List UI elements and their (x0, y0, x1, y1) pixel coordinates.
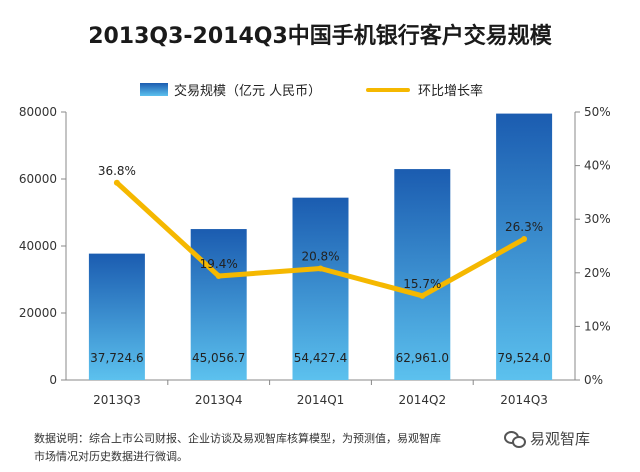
line-layer (113, 179, 528, 299)
chart-legend: 交易规模（亿元 人民币） 环比增长率 (0, 80, 640, 102)
legend-line-label: 环比增长率 (418, 84, 484, 99)
bar-value-label: 37,724.6 (90, 351, 143, 365)
chart-title: 2013Q3-2014Q3中国手机银行客户交易规模 (88, 24, 552, 49)
growth-rate-point-2013Q3 (113, 179, 120, 186)
growth-rate-label: 19.4% (200, 257, 238, 271)
bar-2013Q3 (88, 253, 145, 380)
y-right-tick-label: 50% (584, 105, 611, 119)
x-tick-label: 2014Q1 (297, 393, 345, 407)
watermark-text: 易观智库 (530, 430, 591, 448)
y-left-tick-label: 80000 (19, 105, 57, 119)
wechat-icon (504, 430, 526, 448)
growth-rate-point-2014Q1 (317, 265, 324, 272)
x-tick-label: 2013Q4 (195, 393, 243, 407)
x-tick-label: 2013Q3 (93, 393, 141, 407)
growth-rate-label: 15.7% (403, 277, 441, 291)
bar-value-label: 45,056.7 (192, 351, 245, 365)
legend-line-swatch (366, 87, 410, 92)
legend-item-volume: 交易规模（亿元 人民币） (140, 80, 321, 99)
growth-rate-label: 26.3% (505, 220, 543, 234)
legend-bar-label: 交易规模（亿元 人民币） (174, 84, 322, 99)
bar-2014Q3 (496, 113, 553, 380)
y-right-tick-label: 0% (584, 373, 603, 387)
x-tick-label: 2014Q3 (500, 393, 548, 407)
bar-value-label: 62,961.0 (396, 351, 449, 365)
growth-rate-point-2014Q3 (521, 236, 528, 243)
footnote: 数据说明：综合上市公司财报、企业访谈及易观智库核算模型，为预测值，易观智库 市场… (34, 430, 514, 466)
watermark: 易观智库 (504, 428, 590, 449)
y-left-tick-label: 20000 (19, 306, 57, 320)
bar-2013Q4 (190, 229, 247, 380)
y-right-tick-label: 30% (584, 212, 611, 226)
legend-item-growth: 环比增长率 (366, 80, 483, 99)
labels-layer: 37,724.6 45,056.7 54,427.4 62,961.0 79,524.0… (90, 164, 551, 365)
footnote-line-1: 数据说明：综合上市公司财报、企业访谈及易观智库核算模型，为预测值，易观智库 (34, 432, 441, 445)
bar-value-label: 79,524.0 (497, 351, 550, 365)
y-left-tick-label: 40000 (19, 239, 57, 253)
y-right-tick-label: 40% (584, 159, 611, 173)
growth-rate-point-2014Q2 (419, 292, 426, 299)
legend-bar-swatch (140, 83, 168, 96)
y-left-tick-label: 0 (49, 373, 57, 387)
axes-layer: 0 20000 40000 60000 80000 0% 10% 20% 30% 40% 50% 20… (19, 105, 611, 407)
y-left-tick-label: 60000 (19, 172, 57, 186)
x-tick-label: 2014Q2 (398, 393, 446, 407)
bar-2014Q1 (292, 197, 349, 380)
growth-rate-label: 20.8% (301, 250, 339, 264)
bars-layer (88, 113, 553, 380)
y-right-tick-label: 10% (584, 319, 611, 333)
y-right-tick-label: 20% (584, 266, 611, 280)
growth-rate-point-2013Q4 (215, 273, 222, 280)
footnote-line-2: 市场情况对历史数据进行微调。 (34, 450, 188, 463)
bar-2014Q2 (394, 169, 451, 380)
bar-value-label: 54,427.4 (294, 351, 347, 365)
growth-rate-label: 36.8% (98, 164, 136, 178)
